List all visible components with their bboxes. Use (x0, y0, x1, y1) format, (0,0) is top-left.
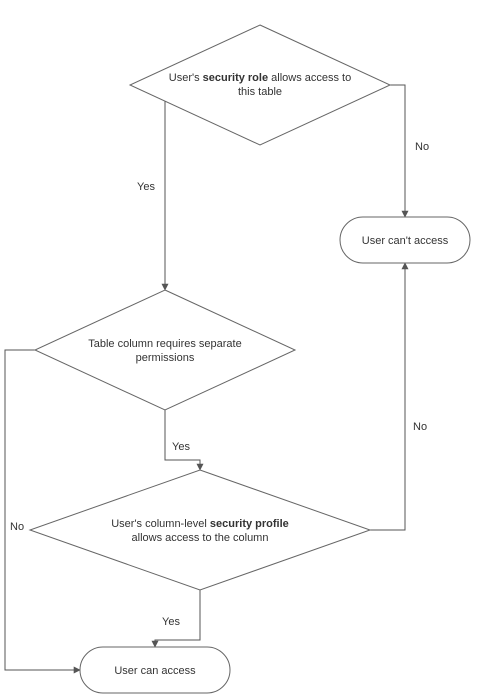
svg-text:Yes: Yes (137, 181, 155, 193)
svg-text:Table column requires separate: Table column requires separate (88, 338, 241, 350)
svg-text:No: No (10, 521, 24, 533)
svg-text:permissions: permissions (136, 352, 195, 364)
terminator-cant-access: User can't access (340, 217, 470, 263)
svg-text:allows access to the column: allows access to the column (132, 532, 269, 544)
edge-d3-no: No (370, 263, 427, 530)
edge-d1-no: No (390, 85, 429, 217)
edge-d2-yes: Yes (165, 410, 200, 470)
flowchart-canvas: No Yes No Yes Yes No User's security rol… (0, 0, 500, 695)
terminator-can-access: User can access (80, 647, 230, 693)
edge-d3-yes: Yes (155, 590, 200, 647)
svg-text:Yes: Yes (172, 441, 190, 453)
svg-text:User can access: User can access (114, 665, 196, 677)
svg-text:this table: this table (238, 86, 282, 98)
edge-d2-no: No (5, 350, 80, 670)
svg-text:Yes: Yes (162, 616, 180, 628)
svg-text:User's security role allows ac: User's security role allows access to (169, 72, 351, 84)
svg-text:User's column-level security p: User's column-level security profile (111, 518, 289, 530)
svg-text:User can't access: User can't access (362, 235, 449, 247)
decision-column-permissions: Table column requires separate permissio… (35, 290, 295, 410)
svg-text:No: No (415, 141, 429, 153)
svg-text:No: No (413, 421, 427, 433)
edge-d1-yes: Yes (130, 85, 165, 290)
decision-security-role: User's security role allows access to th… (130, 25, 390, 145)
decision-security-profile: User's column-level security profile all… (30, 470, 370, 590)
